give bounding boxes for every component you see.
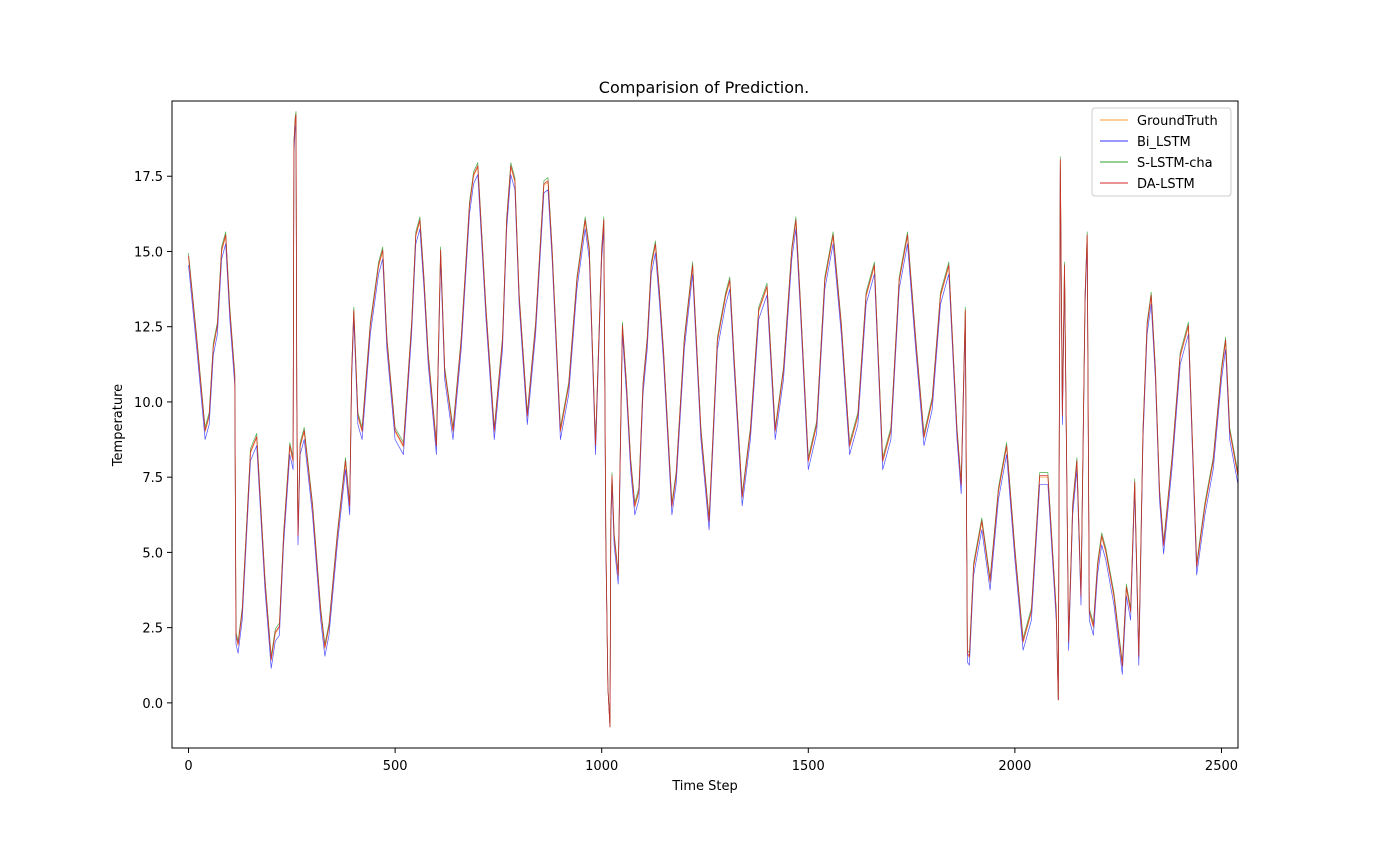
y-axis-label: Temperature [111,384,126,467]
y-tick-label: 7.5 [142,471,163,486]
chart-title: Comparision of Prediction. [599,78,809,97]
x-tick-label: 1500 [792,759,825,774]
y-tick-label: 17.5 [134,170,163,185]
legend-label-da-lstm: DA-LSTM [1137,177,1195,192]
series-line-da-lstm [188,114,1239,728]
y-tick-label: 2.5 [142,622,163,637]
legend-label-s-lstm-cha: S-LSTM-cha [1137,156,1213,171]
legend-box [1091,107,1232,197]
plot-frame [171,100,1239,749]
x-tick-label: 500 [383,759,408,774]
y-tick-label: 5.0 [142,546,163,561]
x-axis-label: Time Step [671,779,738,794]
y-axis: 0.0 2.5 5.0 7.5 10.0 12.5 15.0 17.5 [134,170,172,712]
x-tick-label: 2500 [1205,759,1238,774]
legend: GroundTruth Bi_LSTM S-LSTM-cha DA-LSTM [1091,107,1232,197]
y-tick-label: 12.5 [134,321,163,336]
x-tick-label: 1000 [585,759,618,774]
legend-label-groundtruth: GroundTruth [1137,114,1218,129]
y-tick-label: 10.0 [134,396,163,411]
x-axis: 0 500 1000 1500 2000 2500 [184,748,1238,774]
y-tick-label: 0.0 [142,697,163,712]
x-tick-label: 2000 [998,759,1031,774]
x-tick-label: 0 [184,759,192,774]
legend-label-bi-lstm: Bi_LSTM [1137,135,1191,150]
y-tick-label: 15.0 [134,245,163,260]
series-layer [188,111,1239,728]
